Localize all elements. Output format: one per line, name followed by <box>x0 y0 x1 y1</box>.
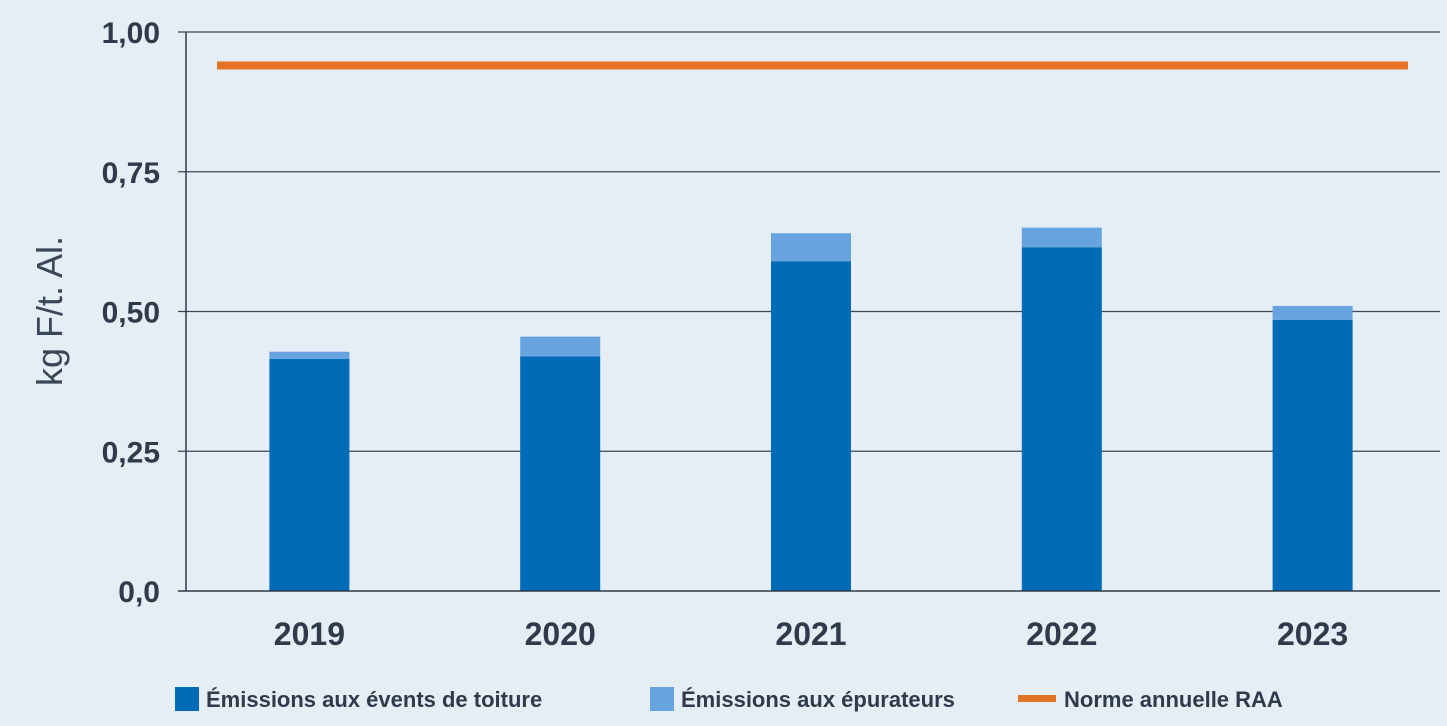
y-axis-title: kg F/t. Al. <box>29 236 70 386</box>
legend-raa-norm: Norme annuelle RAA <box>1018 687 1283 712</box>
x-tick-label: 2020 <box>525 616 596 652</box>
bar-roof-vents-2021 <box>771 261 851 591</box>
bar-scrubbers-2019 <box>269 351 350 360</box>
axis-layer: 0,0 0,25 0,50 0,75 1,00 kg F/t. Al. 2019 2020 20… <box>29 17 1440 652</box>
y-tick-label: 0,75 <box>102 157 160 190</box>
bars-layer <box>269 227 1353 591</box>
legend-scrubbers: Émissions aux épurateurs <box>650 687 955 712</box>
x-tick-label: 2021 <box>775 616 846 652</box>
bar-roof-vents-2019 <box>269 359 350 591</box>
bar-scrubbers-2020 <box>520 336 601 357</box>
bar-scrubbers-2023 <box>1272 305 1353 320</box>
y-tick-label: 0,0 <box>118 576 160 609</box>
legend-raa-norm-swatch <box>1018 695 1056 702</box>
legend-scrubbers-label: Émissions aux épurateurs <box>681 687 955 712</box>
bar-scrubbers-2022 <box>1021 227 1102 248</box>
bar-roof-vents-2022 <box>1021 247 1102 591</box>
x-tick-label: 2023 <box>1277 616 1348 652</box>
legend-raa-norm-label: Norme annuelle RAA <box>1064 687 1283 712</box>
bar-roof-vents-2020 <box>520 356 601 591</box>
y-tick-label: 1,00 <box>102 17 160 50</box>
bar-scrubbers-2021 <box>771 233 851 262</box>
x-tick-label: 2022 <box>1026 616 1097 652</box>
y-tick-label: 0,25 <box>102 436 160 469</box>
x-tick-label: 2019 <box>274 616 345 652</box>
bar-roof-vents-2023 <box>1272 319 1353 591</box>
legend: Émissions aux évents de toiture Émissions… <box>175 687 1283 712</box>
y-tick-label: 0,50 <box>102 297 160 330</box>
legend-roof-vents-swatch <box>175 687 199 711</box>
legend-roof-vents: Émissions aux évents de toiture <box>175 687 542 712</box>
legend-roof-vents-label: Émissions aux évents de toiture <box>206 687 542 712</box>
legend-scrubbers-swatch <box>650 687 674 711</box>
